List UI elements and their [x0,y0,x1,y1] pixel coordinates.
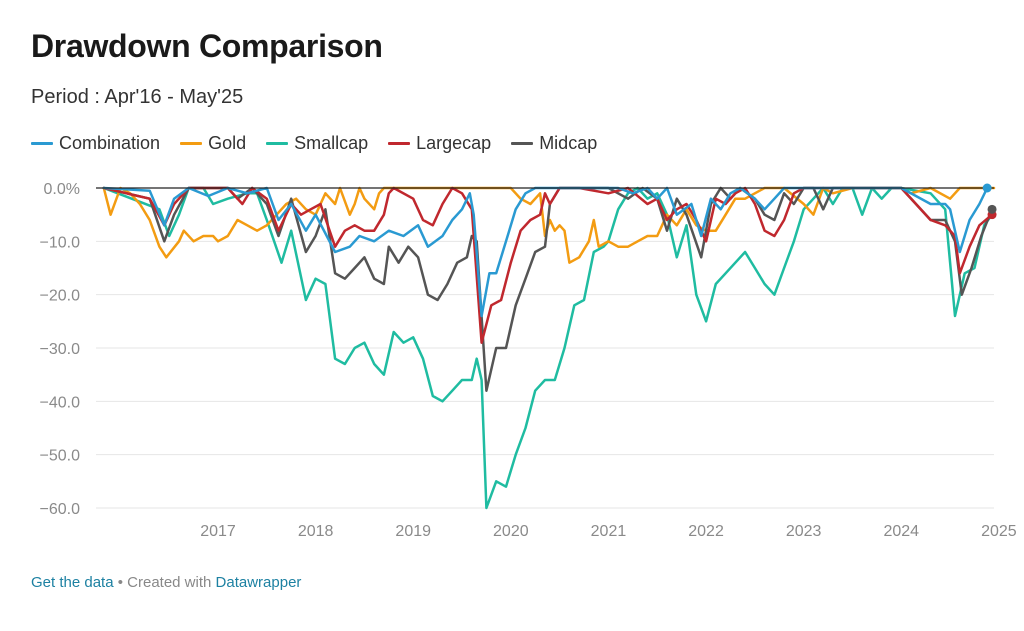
get-data-link[interactable]: Get the data [31,574,114,591]
x-tick-label: 2020 [493,523,529,540]
datawrapper-link[interactable]: Datawrapper [215,574,302,591]
x-tick-label: 2024 [883,523,919,540]
y-tick-label: −60.0 [40,501,81,518]
footer-separator: • Created with [113,574,216,591]
legend-item-combination: Combination [31,133,160,154]
y-tick-label: −40.0 [40,394,81,411]
line-chart: 0.0% −10.0 −20.0 −30.0 −40.0 −50.0 −60.0 2017 20… [40,181,1017,540]
legend-swatch [180,142,203,145]
legend-label: Largecap [416,133,492,153]
series-line-midcap [102,186,994,392]
x-tick-label: 2025 [981,523,1017,540]
end-marker-midcap [987,204,997,214]
legend-label: Midcap [539,133,598,153]
series-line-largecap [102,186,994,344]
x-tick-label: 2019 [395,523,431,540]
x-tick-label: 2017 [200,523,236,540]
series-line-smallcap [102,186,994,510]
series-line-combination [102,186,989,318]
legend-item-smallcap: Smallcap [266,133,368,154]
end-marker-combination [982,183,992,193]
legend-swatch [266,142,289,145]
x-tick-label: 2022 [688,523,724,540]
legend-item-midcap: Midcap [511,133,597,154]
y-tick-label: −50.0 [40,448,81,465]
footer: Get the data • Created with Datawrapper [31,574,301,591]
chart-title: Drawdown Comparison [31,28,383,64]
y-tick-label: −20.0 [40,288,81,305]
legend-label: Gold [208,133,247,153]
legend-swatch [31,142,53,145]
y-tick-label: 0.0% [44,181,80,198]
legend-item-largecap: Largecap [388,133,491,154]
legend: Combination Gold Smallcap Largecap Midcap [31,133,617,154]
y-tick-label: −30.0 [40,341,81,358]
legend-label: Combination [59,133,161,153]
chart-subtitle: Period : Apr'16 - May'25 [31,86,244,108]
x-tick-label: 2018 [298,523,334,540]
x-tick-label: 2023 [786,523,822,540]
y-tick-label: −10.0 [40,234,81,251]
legend-label: Smallcap [294,133,369,153]
x-tick-label: 2021 [591,523,627,540]
legend-swatch [511,142,534,145]
legend-item-gold: Gold [180,133,246,154]
legend-swatch [388,142,411,145]
series-line-gold [102,186,996,264]
